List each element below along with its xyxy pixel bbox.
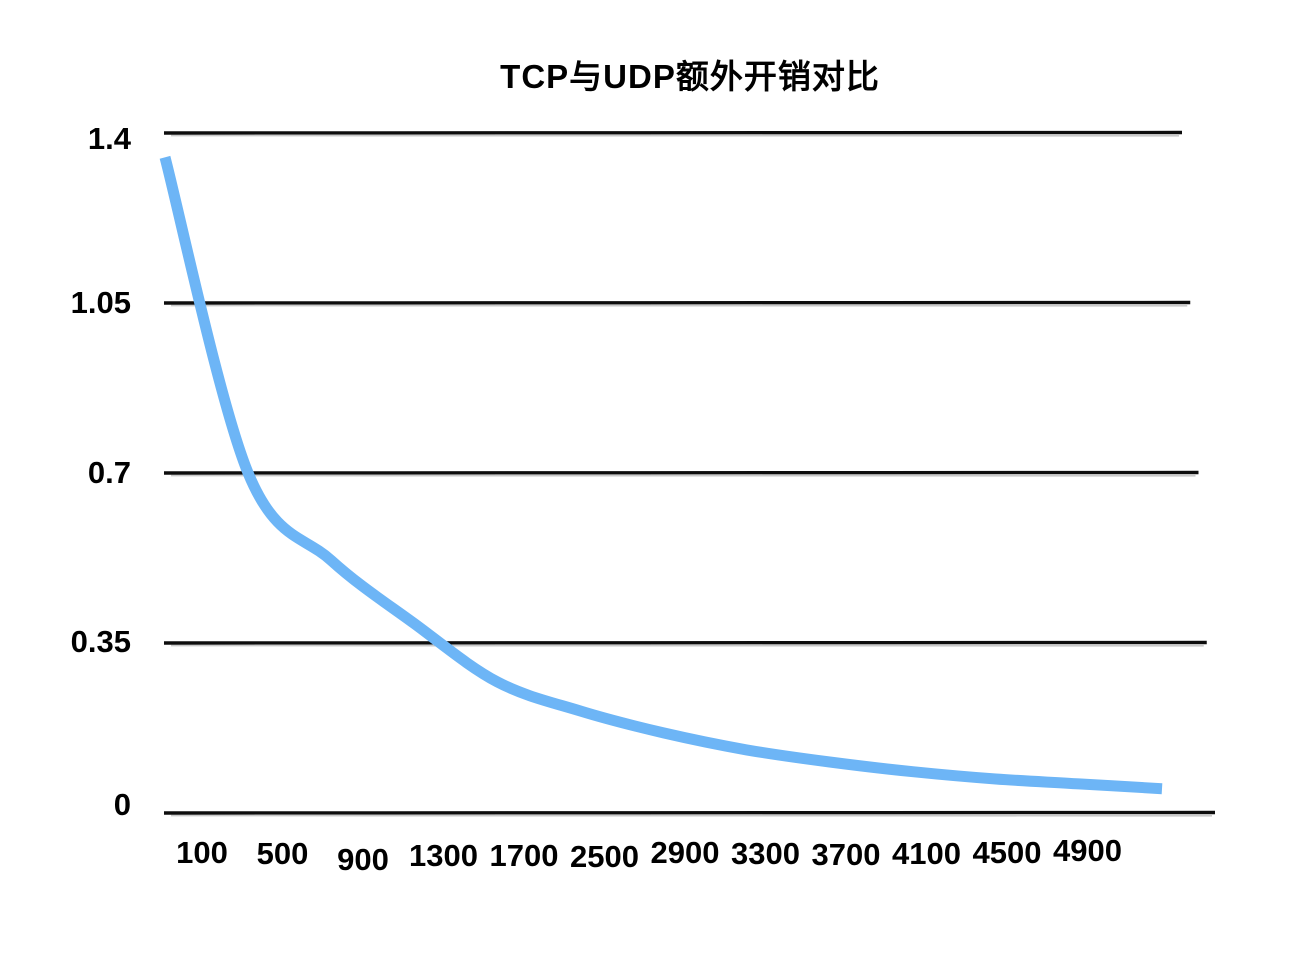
gridline — [163, 300, 1191, 305]
gridlines — [163, 130, 1216, 817]
gridline — [163, 130, 1183, 135]
gridline — [163, 640, 1207, 645]
y-tick-label: 0.7 — [87, 455, 131, 490]
gridline — [163, 470, 1199, 475]
y-tick-label: 1.05 — [70, 285, 131, 320]
y-tick-label: 0.35 — [70, 624, 131, 659]
x-tick-label: 4500 — [972, 835, 1042, 870]
x-tick-label: 4100 — [892, 836, 961, 871]
x-tick-label: 3700 — [811, 837, 881, 872]
y-tick-label: 0 — [113, 787, 131, 822]
series-line-tcp-udp-overhead — [159, 155, 1163, 795]
x-tick-label: 2900 — [650, 835, 720, 870]
x-tick-label: 2500 — [570, 839, 639, 874]
y-tick-label: 1.4 — [87, 121, 131, 156]
x-axis-line — [163, 810, 1216, 815]
x-tick-label: 1300 — [409, 838, 478, 873]
x-tick-label: 1700 — [489, 838, 559, 873]
x-tick-label: 900 — [337, 842, 389, 877]
x-tick-label: 3300 — [731, 836, 800, 871]
chart-title: TCP与UDP额外开销对比 — [500, 58, 880, 95]
x-tick-label: 4900 — [1053, 833, 1122, 868]
x-tick-label: 500 — [256, 836, 309, 871]
x-tick-label: 100 — [176, 835, 228, 870]
